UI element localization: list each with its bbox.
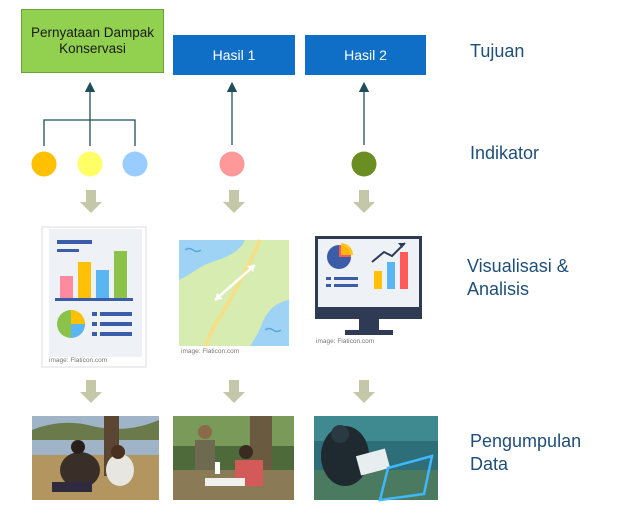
down-arrows-row-1 bbox=[80, 190, 375, 213]
indicator-dot-2 bbox=[77, 151, 103, 177]
photo-underwater-survey bbox=[314, 416, 438, 502]
down-arrow-icon bbox=[353, 190, 375, 213]
photo-field-survey-tree bbox=[32, 416, 159, 500]
photo-field-sampling bbox=[173, 416, 294, 500]
indicator-bracket-connector bbox=[43, 81, 136, 146]
row-label-data-collection: Pengumpulan Data bbox=[470, 430, 610, 476]
down-arrow-icon bbox=[80, 380, 102, 403]
down-arrow-icon bbox=[223, 380, 245, 403]
monitor-dashboard-icon bbox=[315, 236, 422, 335]
indicator-dot-1 bbox=[31, 151, 57, 177]
goal-result-1-label: Hasil 1 bbox=[212, 47, 256, 63]
goal-result-1: Hasil 1 bbox=[173, 35, 295, 75]
down-arrow-icon bbox=[353, 380, 375, 403]
down-arrow-icon bbox=[80, 190, 102, 213]
goal-result-2-label: Hasil 2 bbox=[344, 47, 387, 63]
down-arrows-row-2 bbox=[80, 380, 375, 403]
row-label-visualization: Visualisasi & Analisis bbox=[467, 255, 607, 301]
row-label-visualization-text: Visualisasi & Analisis bbox=[467, 256, 569, 299]
indicator-dot-4 bbox=[219, 151, 245, 177]
indicator-dot-5 bbox=[351, 151, 377, 177]
report-chart-icon bbox=[41, 226, 147, 368]
goal-conservation-impact: Pernyataan Dampak Konservasi bbox=[21, 9, 164, 73]
image-credit: image: Flaticon.com bbox=[181, 348, 240, 355]
down-arrow-icon bbox=[223, 190, 245, 213]
goal-conservation-impact-label: Pernyataan Dampak Konservasi bbox=[30, 25, 155, 56]
indicator-dot-3 bbox=[122, 151, 148, 177]
row-label-indicator: Indikator bbox=[470, 143, 540, 163]
row-label-goal: Tujuan bbox=[470, 41, 525, 61]
image-credit: image: Flaticon.com bbox=[49, 357, 108, 364]
map-icon bbox=[179, 239, 289, 347]
goal-result-2: Hasil 2 bbox=[305, 35, 426, 75]
row-label-data-collection-text: Pengumpulan Data bbox=[470, 431, 582, 474]
image-credit: image: Flaticon.com bbox=[316, 338, 375, 345]
